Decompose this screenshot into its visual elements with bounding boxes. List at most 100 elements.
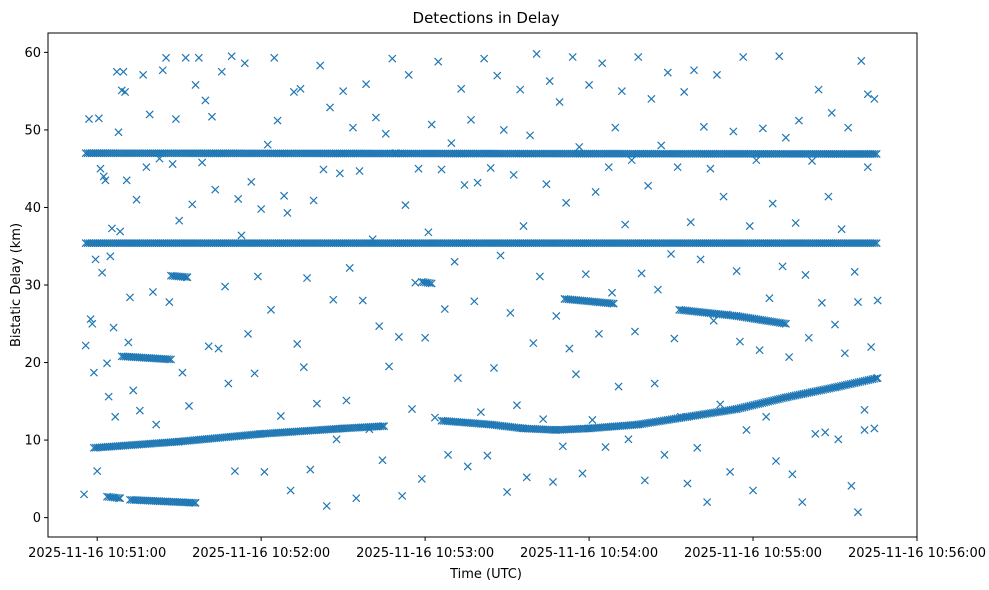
- data-point: [660, 450, 669, 459]
- data-point: [341, 239, 350, 248]
- data-point: [380, 149, 389, 158]
- data-point: [422, 149, 431, 158]
- data-point: [339, 149, 348, 158]
- data-point: [211, 239, 220, 248]
- data-point: [872, 374, 881, 383]
- data-point: [363, 239, 372, 248]
- data-point: [471, 149, 480, 158]
- data-point: [217, 149, 226, 158]
- data-point: [209, 149, 218, 158]
- data-point: [390, 239, 399, 248]
- data-point: [201, 96, 210, 105]
- data-point: [667, 249, 676, 259]
- data-point: [347, 239, 356, 248]
- data-point: [288, 239, 297, 248]
- data-point: [305, 239, 315, 248]
- data-point: [221, 149, 230, 158]
- data-point: [608, 149, 618, 158]
- data-point: [455, 239, 464, 248]
- data-point: [559, 239, 568, 248]
- data-point: [705, 239, 714, 248]
- data-point: [862, 149, 871, 158]
- data-point: [849, 149, 858, 158]
- data-point: [569, 149, 578, 158]
- data-point: [496, 149, 505, 158]
- data-point: [811, 149, 820, 158]
- data-point: [573, 149, 582, 158]
- data-point: [742, 425, 751, 435]
- data-point: [345, 149, 354, 158]
- data-point: [114, 494, 123, 503]
- data-point: [198, 158, 207, 167]
- data-point: [463, 239, 472, 248]
- data-point: [121, 87, 130, 96]
- data-point: [788, 239, 797, 248]
- data-point: [337, 239, 346, 248]
- data-point: [532, 239, 541, 248]
- data-point: [290, 149, 299, 158]
- data-point: [381, 129, 390, 138]
- data-point: [178, 239, 187, 248]
- data-point: [622, 149, 631, 158]
- data-point: [361, 239, 370, 248]
- data-point: [343, 239, 352, 248]
- data-point: [510, 149, 519, 158]
- data-point: [634, 149, 643, 158]
- data-point: [850, 239, 860, 248]
- data-point: [784, 239, 793, 248]
- data-point: [780, 239, 789, 248]
- data-point: [376, 239, 385, 248]
- data-point: [670, 334, 679, 343]
- data-point: [315, 149, 324, 158]
- data-point: [853, 298, 862, 307]
- data-point: [237, 149, 246, 158]
- data-point: [386, 239, 395, 248]
- y-tick-label: 10: [24, 434, 41, 449]
- data-point: [593, 149, 602, 158]
- data-point: [644, 181, 653, 190]
- data-point: [734, 239, 743, 248]
- data-point: [658, 239, 667, 248]
- data-point: [246, 239, 256, 248]
- data-point: [599, 239, 608, 248]
- data-point: [123, 239, 132, 248]
- data-point: [128, 149, 137, 158]
- data-point: [420, 149, 429, 158]
- data-point: [89, 239, 98, 248]
- data-point: [512, 149, 521, 158]
- data-point: [258, 149, 267, 158]
- data-point: [121, 149, 130, 158]
- data-point: [250, 239, 259, 248]
- data-point: [459, 239, 468, 248]
- data-point: [183, 239, 193, 248]
- data-point: [532, 149, 541, 158]
- data-point: [166, 149, 175, 158]
- data-point: [526, 131, 535, 140]
- data-point: [813, 239, 822, 248]
- data-point: [306, 465, 315, 474]
- data-point: [144, 149, 153, 158]
- data-point: [250, 369, 259, 378]
- data-point: [823, 239, 832, 248]
- data-point: [843, 239, 852, 248]
- data-point: [772, 239, 781, 248]
- data-point: [817, 239, 826, 248]
- data-point: [461, 239, 470, 248]
- data-point: [378, 149, 387, 158]
- data-point: [351, 239, 360, 248]
- data-point: [317, 239, 326, 248]
- data-point: [803, 149, 812, 158]
- data-point: [94, 114, 103, 123]
- data-point: [111, 412, 120, 421]
- data-point: [530, 239, 539, 248]
- data-point: [765, 294, 774, 303]
- data-point: [673, 163, 682, 172]
- data-point: [650, 239, 659, 248]
- data-point: [485, 149, 494, 158]
- data-point: [603, 239, 612, 248]
- data-point: [762, 149, 771, 158]
- data-point: [119, 239, 128, 248]
- data-point: [93, 467, 102, 476]
- data-point: [867, 343, 876, 352]
- data-point: [614, 149, 623, 158]
